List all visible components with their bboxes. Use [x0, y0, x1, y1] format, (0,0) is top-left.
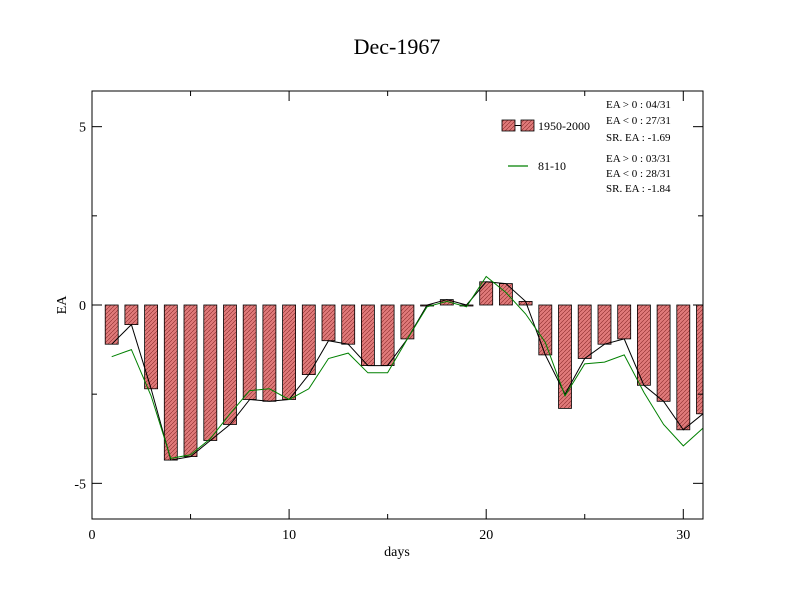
- legend-label-1950-2000: 1950-2000: [538, 119, 590, 133]
- x-tick-label: 0: [89, 528, 96, 543]
- y-tick-label: 0: [79, 299, 86, 314]
- bar-day-16: [400, 304, 415, 340]
- bar-day-10: [282, 304, 297, 400]
- x-axis-label: days: [384, 545, 410, 560]
- bar-day-27: [617, 304, 632, 340]
- bar-day-4: [163, 304, 178, 461]
- bar-day-23: [538, 304, 553, 356]
- bar-day-21: [498, 283, 513, 306]
- bar-day-8: [242, 304, 257, 400]
- bar-day-12: [321, 304, 336, 342]
- x-tick-label: 20: [479, 528, 493, 543]
- series-line-81-10: [111, 275, 704, 459]
- chart-title: Dec-1967: [354, 34, 441, 59]
- bar-day-11: [301, 304, 316, 375]
- legend-swatch-bar-left: [501, 119, 516, 132]
- line-series: [111, 275, 704, 461]
- bar-day-31: [696, 304, 704, 415]
- stats-annotations: EA > 0 : 04/31 EA < 0 : 27/31 SR. EA : -…: [606, 99, 671, 195]
- y-tick-label: 5: [79, 121, 86, 136]
- stat-set2-negative: EA < 0 : 28/31: [606, 168, 671, 180]
- legend: 1950-2000 81-10: [501, 119, 590, 173]
- bar-day-14: [360, 304, 375, 366]
- bar-day-20: [479, 281, 494, 306]
- bar-day-1: [104, 304, 119, 345]
- bar-day-24: [558, 304, 572, 409]
- bar-day-3: [144, 304, 159, 390]
- bar-day-26: [597, 304, 612, 345]
- bar-day-29: [656, 304, 671, 402]
- axis-ticks: 0 10 20 30 -5 0 5: [74, 91, 703, 543]
- bar-day-13: [341, 304, 356, 345]
- stat-set1-negative: EA < 0 : 27/31: [606, 115, 671, 127]
- y-axis-label: EA: [55, 295, 70, 315]
- bar-day-30: [676, 304, 691, 431]
- stat-set2-sr: SR. EA : -1.84: [606, 183, 671, 195]
- bar-day-15: [380, 304, 395, 366]
- x-tick-label: 10: [282, 528, 296, 543]
- bar-day-7: [223, 304, 237, 425]
- stat-set1-positive: EA > 0 : 04/31: [606, 99, 671, 111]
- bar-day-25: [577, 304, 592, 359]
- x-tick-label: 30: [676, 528, 690, 543]
- bar-day-2: [124, 304, 139, 326]
- bar-day-6: [203, 304, 218, 441]
- y-tick-label: -5: [74, 477, 86, 492]
- legend-swatch-bar-right: [520, 119, 535, 132]
- bar-day-9: [262, 304, 277, 402]
- legend-label-81-10: 81-10: [538, 159, 566, 173]
- bar-day-5: [183, 304, 198, 458]
- bar-series: [104, 281, 704, 461]
- bar-day-28: [637, 304, 651, 386]
- stat-set1-sr: SR. EA : -1.69: [606, 132, 671, 144]
- stat-set2-positive: EA > 0 : 03/31: [606, 153, 671, 165]
